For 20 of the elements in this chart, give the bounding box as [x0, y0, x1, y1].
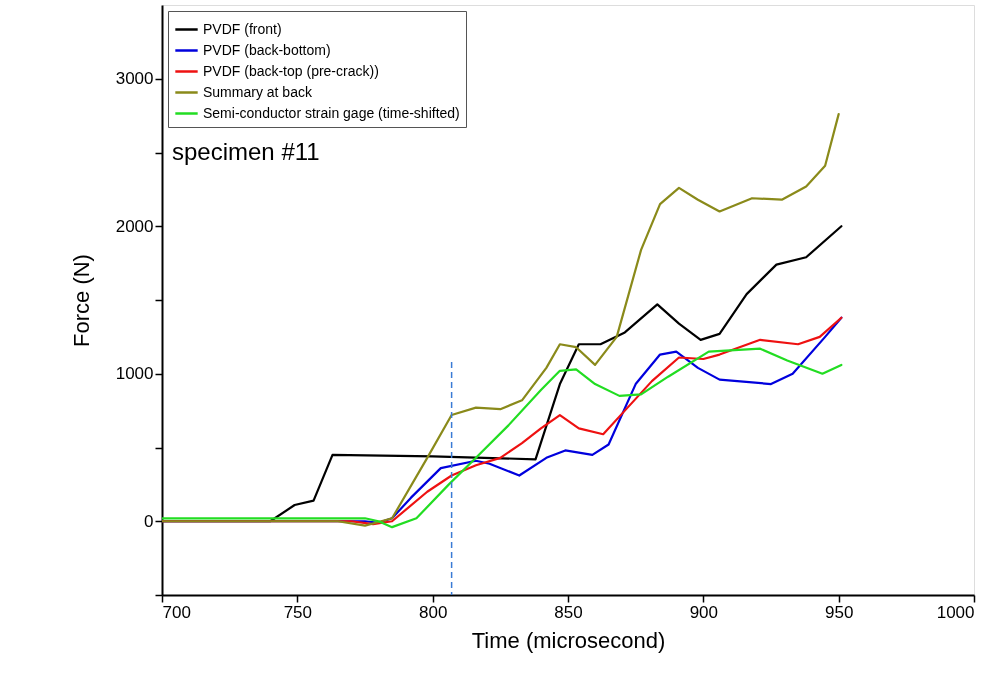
x-tick-label: 900 [689, 602, 719, 622]
x-axis-title: Time (microsecond) [471, 627, 666, 653]
x-tick-label: 950 [824, 602, 854, 622]
legend-label: PVDF (back-bottom) [203, 41, 331, 58]
y-tick-label: 2000 [115, 216, 154, 236]
y-axis-title: Force (N) [68, 254, 94, 347]
x-tick-label: 750 [283, 602, 313, 622]
x-tick-label: 1000 [936, 602, 975, 622]
legend-label: PVDF (back-top (pre-crack)) [203, 62, 379, 79]
line-series [162, 347, 843, 529]
legend-label: Summary at back [203, 83, 313, 100]
y-tick-label: 0 [144, 511, 154, 531]
y-tick-label: 1000 [115, 364, 154, 384]
legend-label: PVDF (front) [203, 20, 282, 37]
y-tick-label: 3000 [115, 69, 154, 89]
x-tick-label: 850 [554, 602, 583, 622]
x-tick-label: 800 [418, 602, 448, 622]
legend-label: Semi-conductor strain gage (time-shifted) [203, 104, 460, 121]
annotation: specimen #11 [172, 138, 320, 165]
x-tick-label: 700 [162, 602, 191, 622]
